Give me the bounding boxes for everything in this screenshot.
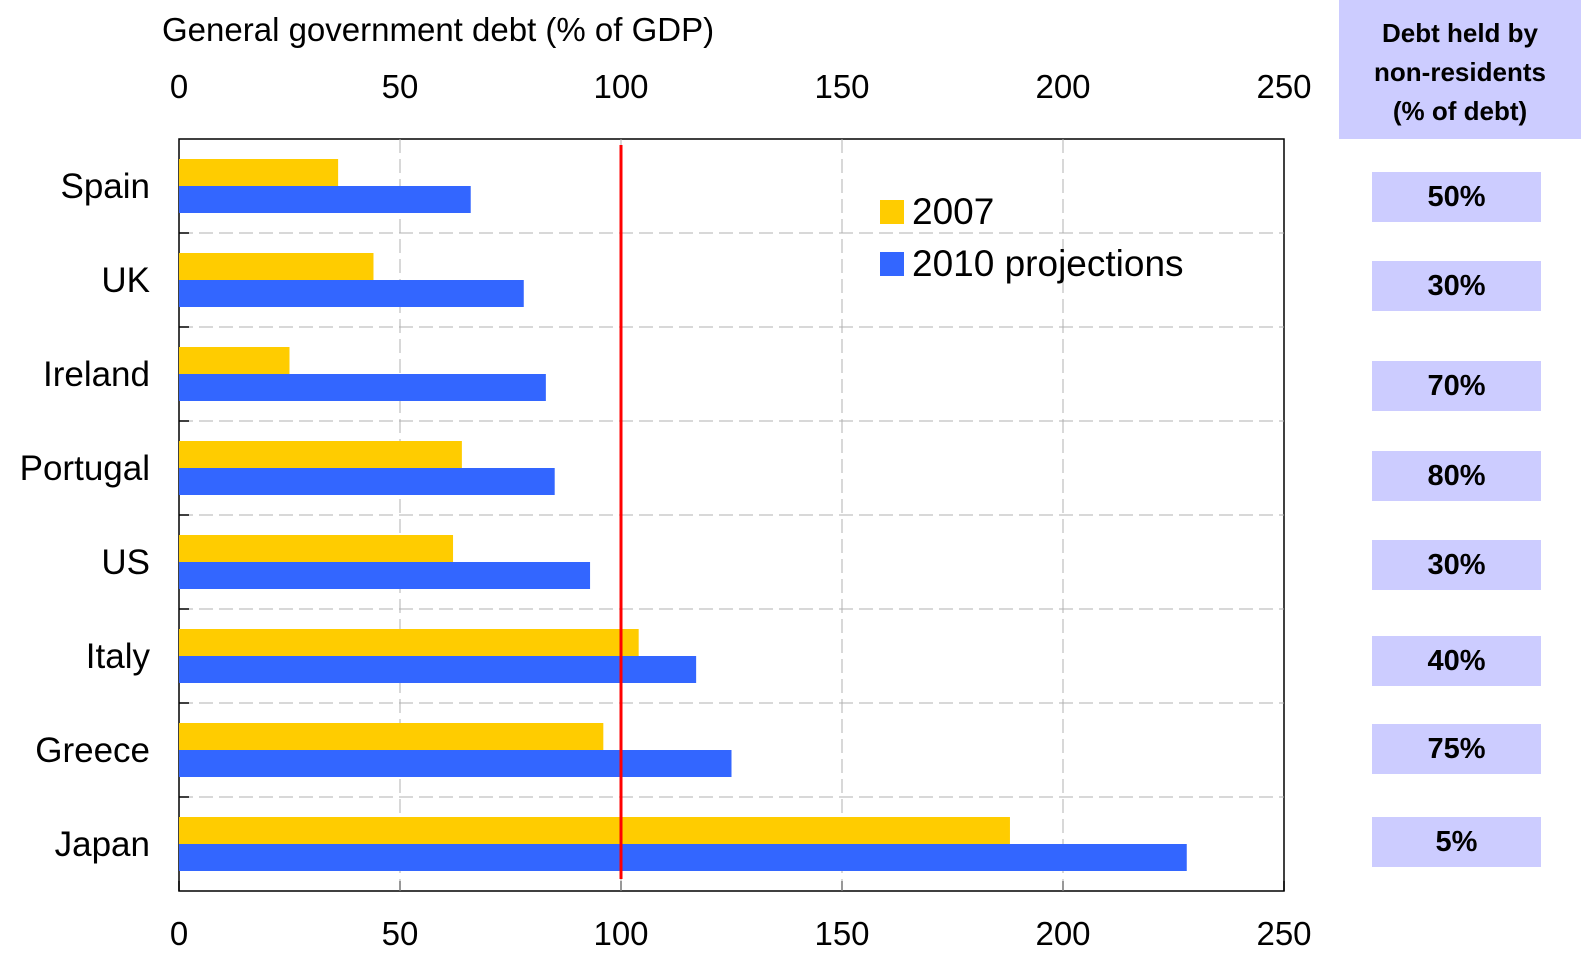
bar-series2 [179,374,546,401]
non-resident-share-italy: 40% [1372,636,1541,686]
legend-swatch [880,252,904,276]
non-resident-share-us: 30% [1372,540,1541,590]
bar-series2 [179,186,471,213]
bottom-tick-label: 200 [1035,915,1090,952]
header-line-2: non-residents [1374,57,1546,87]
top-tick-label: 200 [1035,68,1090,105]
bar-series1 [179,159,339,186]
category-label: US [101,543,150,582]
non-resident-share-portugal: 80% [1372,451,1541,501]
top-tick-label: 150 [814,68,869,105]
header-line-3: (% of debt) [1392,96,1528,126]
top-tick-label: 0 [170,68,188,105]
top-tick-label: 50 [382,68,419,105]
non-resident-debt-header: Debt held by non-residents (% of debt) [1339,0,1581,139]
bottom-axis-ticks: 0 50 100 150 200 250 [170,881,1312,952]
non-resident-share-spain: 50% [1372,172,1541,222]
category-label: Ireland [43,355,150,394]
non-resident-share-uk: 30% [1372,261,1541,311]
bars [179,159,1187,871]
category-label: Greece [35,731,150,770]
category-label: Japan [55,825,150,864]
legend-label: 2007 [912,191,994,232]
legend-label: 2010 projections [912,243,1184,284]
bottom-tick-label: 250 [1256,915,1311,952]
bar-series1 [179,629,639,656]
bar-series1 [179,723,604,750]
bar-series1 [179,817,1010,844]
bottom-tick-label: 150 [814,915,869,952]
legend-swatch [880,200,904,224]
non-resident-share-japan: 5% [1372,817,1541,867]
bar-series1 [179,441,462,468]
bar-series2 [179,280,524,307]
bar-series2 [179,750,732,777]
bottom-tick-label: 0 [170,915,188,952]
category-label: Italy [86,637,151,676]
bar-series2 [179,468,555,495]
bottom-tick-label: 100 [593,915,648,952]
non-resident-share-greece: 75% [1372,724,1541,774]
chart-title: General government debt (% of GDP) [162,11,714,48]
category-label: Spain [60,167,150,206]
non-resident-share-ireland: 70% [1372,361,1541,411]
bar-series2 [179,562,591,589]
bar-series1 [179,253,374,280]
bar-series2 [179,656,697,683]
top-axis-ticks: 0 50 100 150 200 250 [170,68,1312,105]
bar-series1 [179,347,290,374]
bar-series1 [179,535,454,562]
legend: 2007 2010 projections [880,191,1184,284]
top-tick-label: 100 [593,68,648,105]
bar-series2 [179,844,1187,871]
category-label: UK [101,261,150,300]
header-line-1: Debt held by [1381,18,1538,48]
category-label: Portugal [20,449,150,488]
top-tick-label: 250 [1256,68,1311,105]
category-labels: Spain UK Ireland Portugal US Italy Greece Japan [20,167,151,864]
bottom-tick-label: 50 [382,915,419,952]
